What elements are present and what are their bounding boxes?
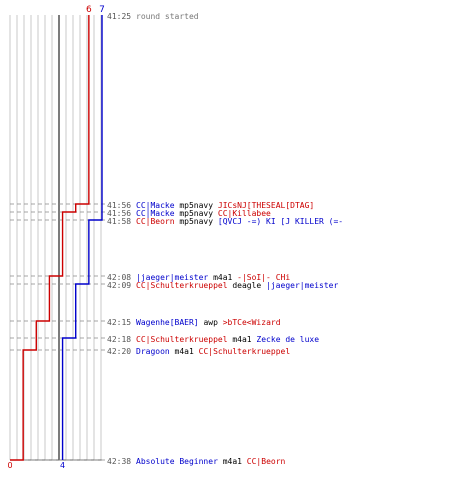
team-series	[10, 15, 103, 461]
event-time: 41:58	[107, 217, 131, 226]
event-part-first: Wagenhe[BAER]	[136, 318, 199, 327]
event-part: Zecke de luxe	[256, 335, 319, 344]
kill-event-row: 42:20 Dragoon m4a1 CC|Schulterkrueppel	[107, 347, 290, 356]
event-part-first: CC|Macke	[136, 201, 175, 210]
red-team-line	[10, 15, 90, 461]
event-part-first: Absolute Beginner	[136, 457, 218, 466]
event-part: [QVCJ -=) KI [J KILLER (=-	[218, 217, 343, 226]
blue-end-count: 4	[60, 461, 65, 470]
event-part: mp5navy	[175, 217, 218, 226]
red-end-count: 0	[7, 461, 12, 470]
event-part: >bTCe<Wizard	[223, 318, 281, 327]
event-part-first: CC|Macke	[136, 209, 175, 218]
event-part: deagle	[228, 281, 267, 290]
event-part: m4a1	[218, 457, 247, 466]
team-count-labels: 7 4 6 0	[7, 5, 104, 470]
event-part-first: CC|Beorn	[136, 217, 175, 226]
blue-team-line	[61, 15, 103, 460]
kill-event-row: 42:18 CC|Schulterkrueppel m4a1 Zecke de l…	[107, 335, 319, 344]
event-part-first: round started	[136, 12, 199, 21]
event-part: mp5navy	[175, 201, 218, 210]
kill-event-row: 42:38 Absolute Beginner m4a1 CC|Beorn	[107, 457, 286, 466]
event-part: CC|Killabee	[218, 209, 271, 218]
event-part: |jaeger|meister	[266, 281, 338, 290]
red-start-count: 6	[86, 5, 92, 15]
event-time: 42:38	[107, 457, 131, 466]
event-part-first: Dragoon	[136, 347, 170, 356]
blue-start-count: 7	[99, 5, 105, 15]
kill-event-row: 41:56 CC|Macke mp5navy CC|Killabee	[107, 209, 271, 218]
event-time: 42:08	[107, 273, 131, 282]
event-part: m4a1	[228, 335, 257, 344]
kill-event-row: 42:15 Wagenhe[BAER] awp >bTCe<Wizard	[107, 318, 281, 327]
event-part: awp	[199, 318, 223, 327]
event-part-first: CC|Schulterkrueppel	[136, 281, 228, 290]
event-guides	[10, 203, 106, 461]
kill-event-row: 42:08 |jaeger|meister m4a1 -|SoI|- CHi	[107, 273, 290, 282]
event-time: 42:15	[107, 318, 131, 327]
kill-event-row: 42:09 CC|Schulterkrueppel deagle |jaeger|…	[107, 281, 338, 290]
event-part: CC|Schulterkrueppel	[199, 347, 291, 356]
event-part: m4a1	[208, 273, 237, 282]
event-part-first: |jaeger|meister	[136, 273, 208, 282]
event-time: 42:09	[107, 281, 131, 290]
event-time: 42:18	[107, 335, 131, 344]
event-part: JICsNJ[THESEAL[DTAG]	[218, 201, 314, 210]
event-part-first: CC|Schulterkrueppel	[136, 335, 228, 344]
round-started-row: 41:25 round started	[107, 12, 199, 21]
event-time: 41:56	[107, 201, 131, 210]
event-part: -|SoI|- CHi	[237, 273, 290, 282]
chart-grid	[9, 15, 102, 461]
event-part: mp5navy	[175, 209, 218, 218]
event-part: CC|Beorn	[247, 457, 286, 466]
event-log: 41:25 round started 41:56 CC|Macke mp5navy …	[107, 12, 343, 466]
event-time: 42:20	[107, 347, 131, 356]
event-time: 41:56	[107, 209, 131, 218]
event-part: m4a1	[170, 347, 199, 356]
kill-event-row: 41:56 CC|Macke mp5navy JICsNJ[THESEAL[DTA…	[107, 201, 314, 210]
kill-event-row: 41:58 CC|Beorn mp5navy [QVCJ -=) KI [J KI…	[107, 217, 343, 226]
event-time: 41:25	[107, 12, 131, 21]
